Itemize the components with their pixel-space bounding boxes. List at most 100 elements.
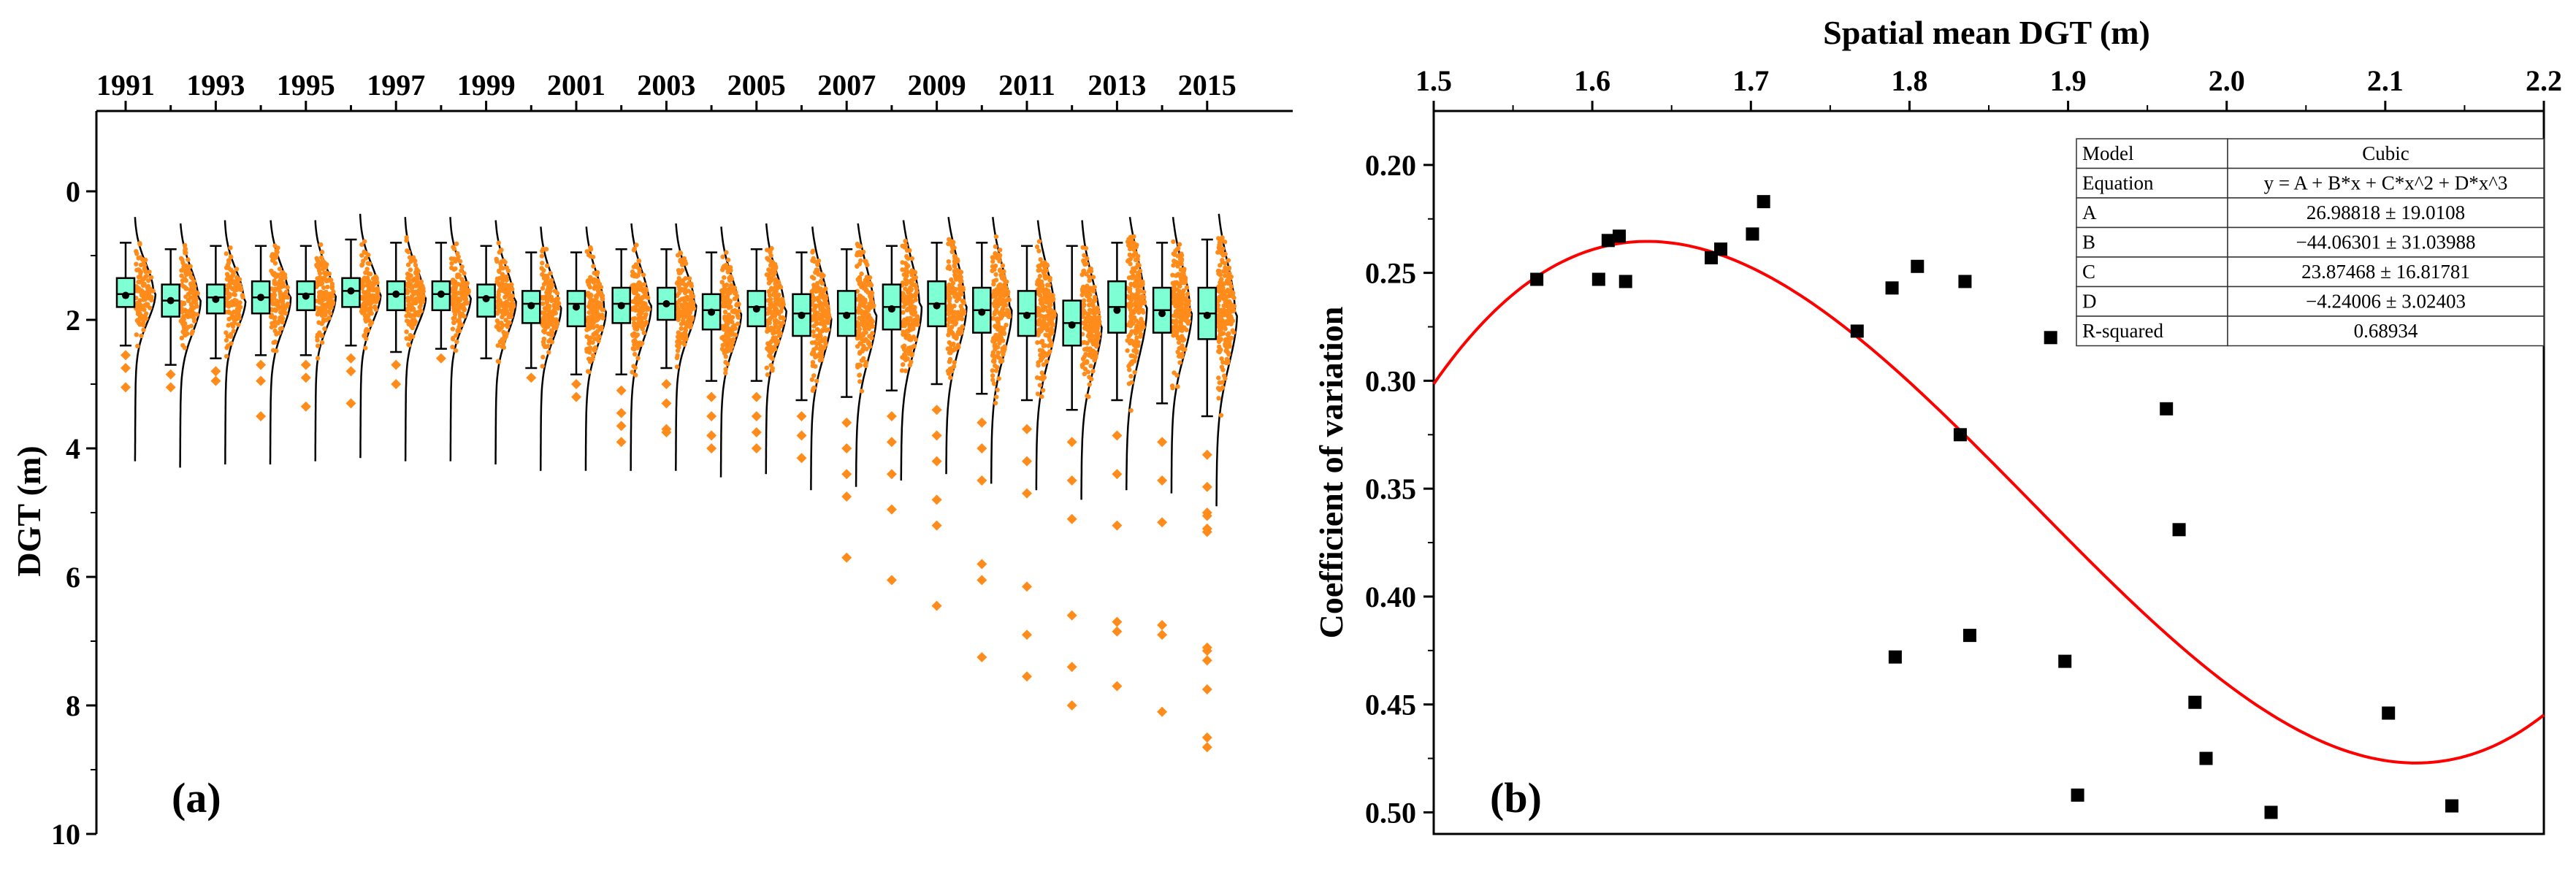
scatter-point [2445, 799, 2459, 813]
raw-data-dot [731, 332, 736, 337]
raw-data-dot [1036, 248, 1042, 253]
raw-data-dot [1184, 285, 1190, 290]
raw-data-dot [907, 248, 912, 253]
raw-data-dot [275, 273, 280, 279]
raw-data-dot [1036, 363, 1041, 368]
raw-data-dot [540, 272, 545, 277]
raw-data-dot [908, 315, 913, 321]
raw-data-dot [501, 329, 506, 335]
outlier-marker [751, 427, 762, 437]
raw-data-dot [679, 326, 684, 332]
raw-data-dot [641, 300, 646, 306]
raw-data-dot [732, 296, 738, 302]
raw-data-dot [1034, 375, 1040, 380]
box-iqr [521, 290, 541, 324]
raw-data-dot [500, 344, 505, 349]
raw-data-dot [407, 255, 413, 260]
raw-data-dot [992, 311, 997, 317]
raw-data-dot [147, 269, 152, 275]
raw-data-dot [1135, 326, 1140, 332]
raw-data-dot [1216, 375, 1221, 380]
raw-data-dot [813, 364, 818, 369]
raw-data-dot [504, 299, 509, 305]
raw-data-dot [643, 291, 649, 297]
raw-data-dot [420, 296, 425, 302]
raw-data-dot [910, 299, 915, 304]
raw-data-dot [366, 252, 371, 258]
raw-data-dot [644, 307, 649, 313]
raw-data-dot [729, 276, 735, 282]
raw-data-dot [1218, 263, 1223, 268]
raw-data-dot [497, 287, 502, 293]
raw-data-dot [597, 326, 603, 332]
outlier-marker [1112, 430, 1123, 441]
raw-data-dot [995, 320, 1001, 325]
raw-data-dot [1002, 347, 1007, 352]
raw-data-dot [410, 278, 416, 283]
raw-data-dot [818, 334, 823, 339]
raw-data-dot [1047, 337, 1052, 342]
raw-data-dot [1047, 349, 1052, 354]
raw-data-dot [1005, 291, 1011, 296]
raw-data-dot [191, 279, 196, 284]
raw-data-dot [1133, 354, 1138, 360]
raw-data-dot [950, 317, 956, 322]
raw-data-dot [551, 297, 557, 302]
panel-a-xtick-label: 1999 [457, 69, 516, 102]
raw-data-dot [1218, 272, 1223, 277]
raw-data-dot [186, 257, 191, 262]
raw-data-dot [1046, 315, 1051, 320]
raw-data-dot [234, 308, 240, 314]
raw-data-dot [590, 353, 596, 358]
raw-data-dot [539, 266, 544, 271]
raw-data-dot [539, 253, 545, 259]
raw-data-dot [456, 306, 462, 311]
raw-data-dot [144, 294, 149, 299]
raw-data-dot [453, 293, 458, 298]
box-mean [887, 305, 895, 313]
raw-data-dot [554, 321, 559, 326]
raw-data-dot [1138, 288, 1143, 294]
raw-data-dot [810, 350, 816, 355]
raw-data-dot [406, 277, 412, 282]
raw-data-dot [902, 317, 907, 323]
raw-data-dot [405, 262, 411, 267]
raw-data-dot [144, 274, 150, 279]
raw-data-dot [722, 283, 727, 288]
raw-data-dot [1178, 291, 1184, 296]
raw-data-dot [1174, 287, 1180, 292]
raw-data-dot [1139, 316, 1144, 322]
fit-table-label: Model [2082, 142, 2134, 164]
raw-data-dot [234, 316, 239, 322]
scatter-point [1530, 272, 1544, 286]
raw-data-dot [1174, 372, 1180, 378]
raw-data-dot [146, 278, 151, 283]
raw-data-dot [451, 302, 456, 307]
box-mean [843, 311, 851, 319]
raw-data-dot [188, 313, 194, 319]
raw-data-dot [995, 326, 1001, 332]
raw-data-dot [373, 274, 378, 279]
raw-data-dot [273, 308, 278, 313]
raw-data-dot [1137, 268, 1143, 274]
panel-a-xtick-label: 2013 [1088, 69, 1146, 102]
raw-data-dot [1037, 348, 1043, 353]
raw-data-dot [186, 298, 191, 304]
raw-data-dot [1128, 261, 1133, 267]
raw-data-dot [540, 261, 545, 266]
raw-data-dot [1220, 288, 1226, 294]
raw-data-dot [867, 275, 873, 280]
raw-data-dot [508, 311, 514, 316]
raw-data-dot [814, 334, 820, 339]
raw-data-dot [365, 283, 370, 288]
panel-a-ytick-label: 2 [66, 304, 80, 337]
raw-data-dot [453, 312, 458, 317]
panel-b-ytick-label: 0.35 [1365, 472, 1416, 505]
scatter-point [1850, 324, 1864, 338]
raw-data-dot [1179, 352, 1185, 357]
raw-data-dot [500, 272, 505, 277]
raw-data-dot [1084, 346, 1089, 351]
raw-data-dot [1185, 291, 1190, 296]
raw-data-dot [630, 283, 635, 288]
raw-data-dot [224, 265, 229, 270]
